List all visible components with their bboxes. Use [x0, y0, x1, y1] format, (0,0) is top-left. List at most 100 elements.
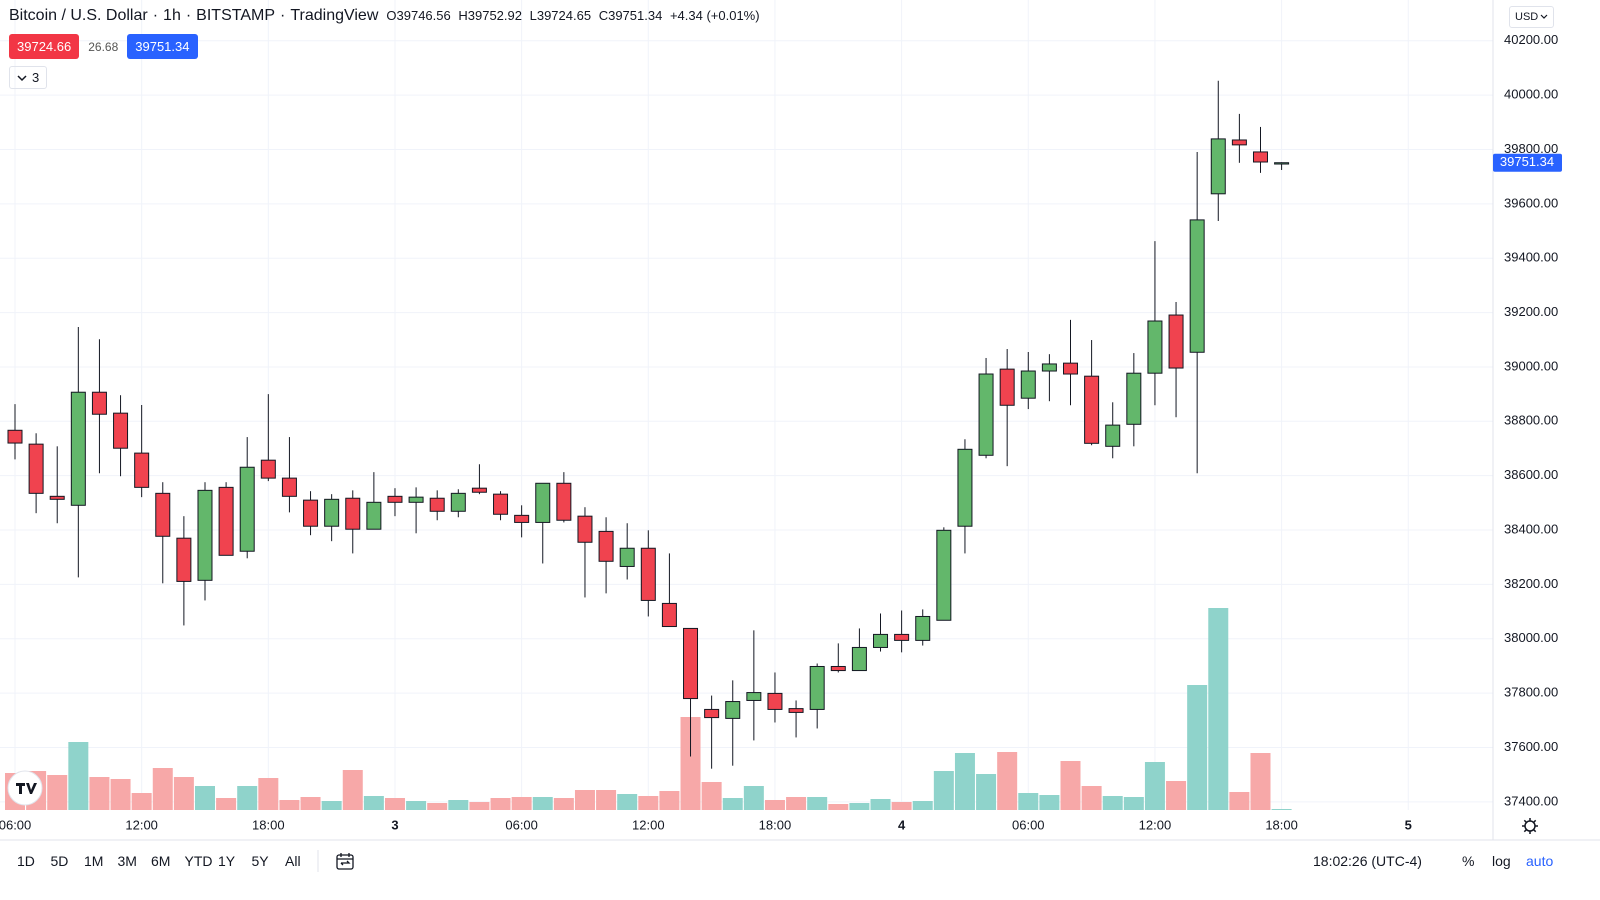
range-button[interactable]: 5Y	[251, 853, 269, 869]
volume-bar	[131, 793, 152, 810]
candle-body	[197, 489, 213, 581]
volume-bar	[1229, 792, 1250, 810]
candle-body	[1231, 139, 1247, 146]
indicators-toggle[interactable]: 3	[9, 66, 48, 89]
volume-bar	[490, 798, 511, 810]
ohlc-label: O	[386, 8, 397, 23]
volume-bar	[1018, 793, 1039, 810]
volume-pane	[5, 608, 1292, 810]
volume-bar	[427, 803, 448, 810]
volume-bar	[173, 777, 194, 810]
volume-bar	[786, 797, 807, 810]
y-tick-label: 37400.00	[1504, 793, 1558, 808]
volume-bar	[1060, 761, 1081, 810]
candle-body	[725, 701, 741, 719]
x-tick-label: 4	[898, 817, 906, 832]
ohlc-value: 39752.92	[467, 8, 522, 23]
candle-body	[303, 499, 319, 527]
symbol[interactable]: Bitcoin / U.S. Dollar	[9, 7, 148, 24]
volume-bar	[680, 717, 701, 810]
auto-toggle[interactable]: auto	[1526, 853, 1554, 869]
ohlc-values: O39746.56 H39752.92 L39724.65 C39751.34 …	[386, 8, 759, 23]
volume-bar	[553, 798, 574, 810]
chevron	[17, 74, 27, 81]
volume-bar	[596, 790, 617, 810]
volume-bar	[997, 752, 1018, 810]
ohlc-label: C	[598, 8, 609, 23]
volume-bar	[870, 799, 891, 810]
volume-bar	[1039, 795, 1060, 810]
range-button[interactable]: 3M	[117, 853, 137, 869]
candle-body	[957, 448, 973, 527]
candle-body	[28, 443, 44, 494]
volume-bar	[68, 742, 89, 810]
candle-body	[1105, 424, 1121, 447]
range-button[interactable]: All	[285, 853, 301, 869]
currency-button[interactable]: USD	[1509, 6, 1555, 28]
chevron	[1540, 14, 1548, 19]
volume-bar	[384, 798, 405, 810]
volume-bar	[216, 798, 237, 810]
candle-body	[493, 493, 509, 515]
candle-body	[113, 412, 129, 449]
candle-body	[809, 665, 825, 710]
candle-body	[704, 708, 720, 719]
x-tick-label: 06:00	[1012, 817, 1045, 832]
candle-body	[281, 477, 297, 497]
range-button[interactable]: 1D	[17, 853, 35, 869]
log-toggle[interactable]: log	[1492, 853, 1511, 869]
candle-body	[91, 391, 107, 415]
candle-body	[767, 692, 783, 710]
volume-bar	[152, 768, 173, 810]
chevron-path	[1540, 14, 1548, 19]
percent-toggle[interactable]: %	[1462, 853, 1475, 869]
range-button[interactable]: 5D	[50, 853, 69, 869]
indicator-count: 3	[32, 70, 40, 85]
axes: 37400.00 37600.00 37800.00 38000.00 38200.00…	[0, 0, 1600, 841]
candle-body	[746, 692, 762, 701]
tv-logo[interactable]	[7, 770, 43, 806]
quote-row: 39724.66 26.68 39751.34	[9, 34, 198, 59]
y-tick-label: 39200.00	[1504, 304, 1558, 319]
range-button[interactable]: 6M	[151, 853, 171, 869]
candle-body	[366, 501, 382, 530]
x-tick-label: 06:00	[505, 817, 538, 832]
range-button[interactable]: YTD	[184, 853, 213, 869]
range-button[interactable]: 1Y	[218, 853, 236, 869]
y-tick-label: 38200.00	[1504, 576, 1558, 591]
range-button[interactable]: 1M	[84, 853, 104, 869]
volume-bar	[258, 778, 279, 810]
candle-body	[640, 547, 656, 601]
volume-bar	[933, 771, 954, 810]
candle-body	[429, 497, 445, 512]
ohlc-label: H	[458, 8, 468, 23]
candle-body	[1147, 320, 1163, 374]
ask-button[interactable]: 39751.34	[127, 34, 198, 59]
candle-body	[7, 429, 23, 444]
clock: 18:02:26 (UTC-4)	[1313, 853, 1422, 869]
volume-bar	[764, 800, 785, 810]
volume-bar	[617, 794, 638, 810]
calendar-frame	[336, 854, 354, 870]
separator: ·	[152, 7, 159, 24]
x-tick-label: 5	[1405, 817, 1412, 832]
x-tick-label: 18:00	[1265, 817, 1298, 832]
date-range-icon[interactable]	[336, 853, 354, 870]
x-tick-label: 12:00	[125, 817, 158, 832]
candle-body	[1063, 362, 1078, 375]
x-tick-label: 12:00	[1139, 817, 1172, 832]
y-tick-label: 39000.00	[1504, 358, 1558, 373]
volume-bar	[1123, 797, 1144, 810]
bid-button[interactable]: 39724.66	[9, 34, 80, 59]
gear-teeth	[1522, 818, 1538, 834]
settings-icon[interactable]	[1522, 818, 1538, 834]
x-tick-label: 3	[391, 817, 398, 832]
volume-bar	[1208, 608, 1229, 810]
candle-body	[324, 498, 340, 527]
calendar-detail	[337, 853, 353, 866]
candle-body	[260, 459, 276, 479]
candle-body	[1126, 372, 1142, 425]
interval[interactable]: 1h	[163, 7, 181, 24]
